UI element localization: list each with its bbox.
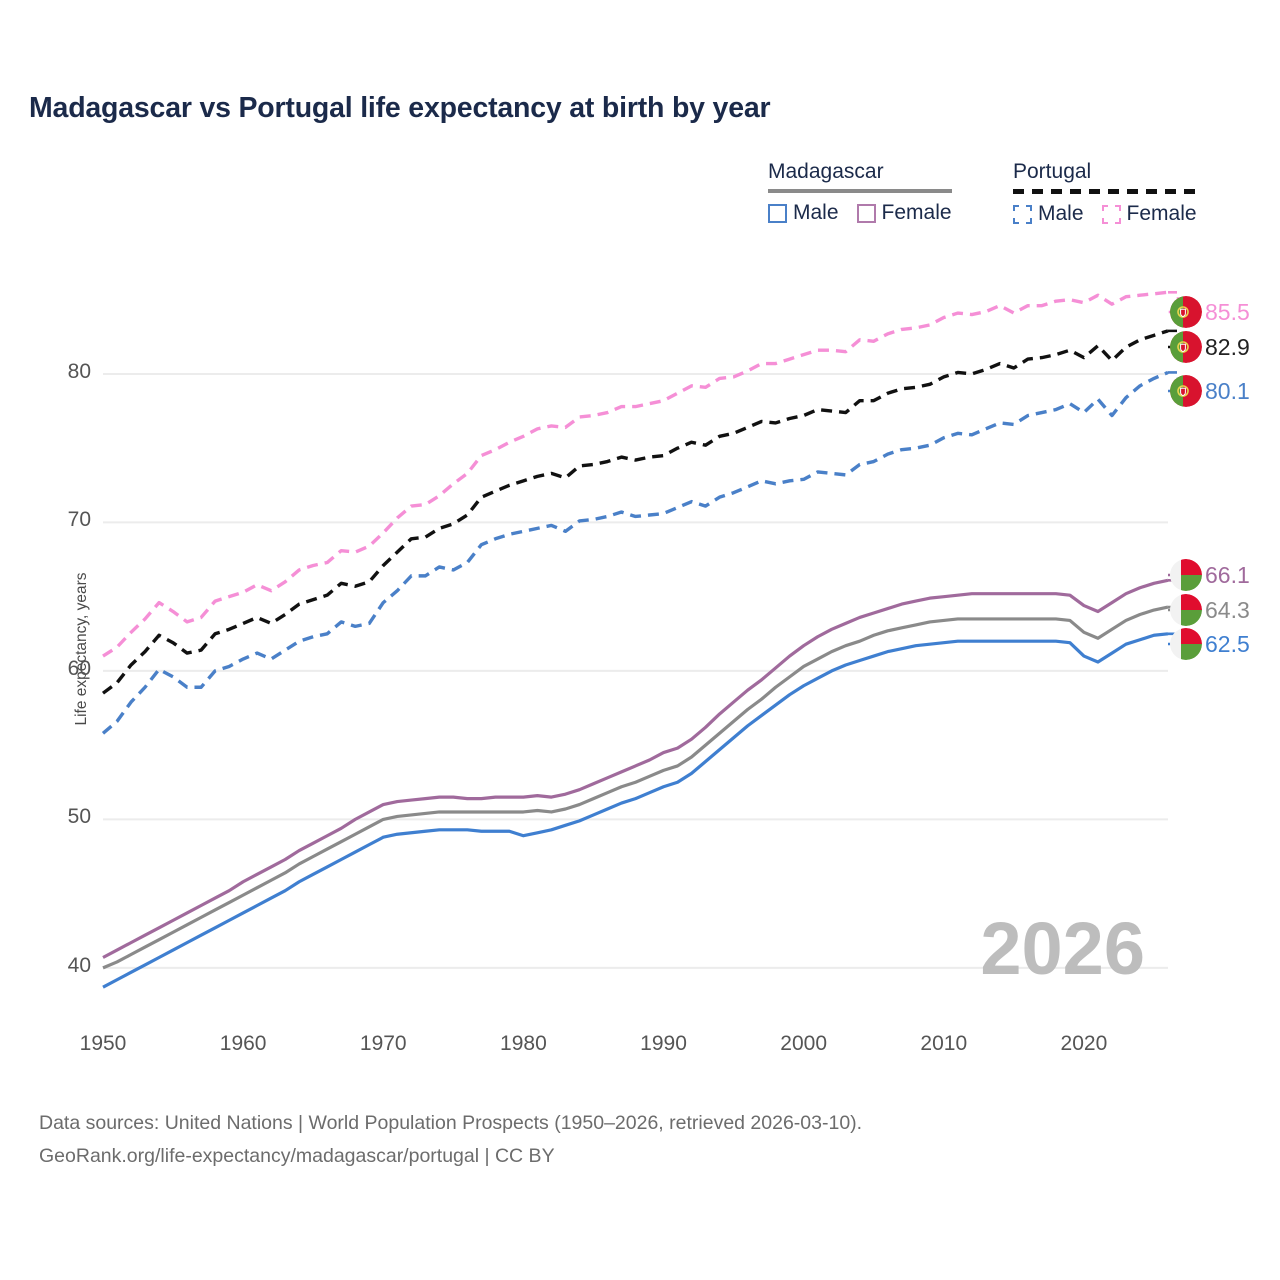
legend-item-madagascar-female[interactable]: Female xyxy=(856,201,952,225)
y-tick-label: 50 xyxy=(67,805,91,829)
x-tick-label: 2010 xyxy=(920,1032,968,1055)
legend-swatch-icon xyxy=(1101,204,1121,224)
portugal-flag-icon xyxy=(1170,296,1202,328)
series-end-value: 80.1 xyxy=(1205,378,1250,404)
series-end-value: 82.9 xyxy=(1205,334,1250,360)
series-line xyxy=(102,632,1169,989)
y-tick-label: 60 xyxy=(67,656,91,680)
y-axis-label: Life expectancy, years xyxy=(73,572,90,726)
x-tick-label: 1950 xyxy=(79,1032,127,1055)
y-tick-label: 80 xyxy=(67,359,91,383)
series-line xyxy=(102,605,1169,970)
legend-group-madagascar: Madagascar Male Female xyxy=(768,160,952,225)
legend-item-portugal-male[interactable]: Male xyxy=(1013,202,1084,226)
portugal-flag-icon xyxy=(1170,331,1202,363)
portugal-flag-icon xyxy=(1170,375,1202,407)
legend-label-female: Female xyxy=(881,201,952,224)
legend-country-portugal: Portugal xyxy=(1013,160,1092,183)
series-end-value: 85.5 xyxy=(1205,299,1250,325)
legend-label-female: Female xyxy=(1126,202,1197,225)
legend-swatch-icon xyxy=(1013,204,1032,224)
x-tick-label: 1960 xyxy=(219,1032,267,1055)
chart-legend: Madagascar Male Female Portugal xyxy=(760,160,1260,240)
madagascar-flag-icon xyxy=(1170,594,1202,626)
legend-swatch-icon xyxy=(856,203,876,223)
x-tick-label: 2000 xyxy=(780,1032,828,1055)
x-tick-label: 1970 xyxy=(359,1032,407,1055)
legend-item-portugal-female[interactable]: Female xyxy=(1101,202,1197,226)
chart-footer: Data sources: United Nations | World Pop… xyxy=(39,1107,862,1173)
legend-item-madagascar-male[interactable]: Male xyxy=(768,201,839,225)
footer-line-attribution[interactable]: GeoRank.org/life-expectancy/madagascar/p… xyxy=(39,1145,555,1167)
series-end-value: 64.3 xyxy=(1205,597,1250,623)
legend-country-madagascar: Madagascar xyxy=(768,160,884,183)
x-tick-label: 1980 xyxy=(500,1032,547,1055)
page-title: Madagascar vs Portugal life expectancy a… xyxy=(29,92,771,124)
x-tick-label: 2020 xyxy=(1060,1032,1108,1055)
series-end-value: 62.5 xyxy=(1205,631,1250,657)
madagascar-flag-icon xyxy=(1170,559,1202,591)
year-watermark: 2026 xyxy=(980,907,1145,990)
legend-group-portugal: Portugal Male Female xyxy=(1013,160,1197,226)
series-line xyxy=(102,578,1169,959)
legend-label-male: Male xyxy=(1038,202,1084,225)
legend-rule-madagascar xyxy=(768,189,952,193)
madagascar-flag-icon xyxy=(1170,628,1202,660)
legend-swatch-icon xyxy=(768,203,787,223)
series-line xyxy=(101,370,1169,735)
series-end-value: 66.1 xyxy=(1205,562,1250,588)
series-line xyxy=(101,329,1169,695)
legend-rule-portugal xyxy=(1013,189,1197,194)
x-tick-label: 1990 xyxy=(640,1032,687,1055)
footer-line-sources: Data sources: United Nations | World Pop… xyxy=(39,1112,863,1134)
legend-label-male: Male xyxy=(793,201,839,224)
y-tick-label: 70 xyxy=(67,508,91,532)
y-tick-label: 40 xyxy=(67,953,91,977)
series-line xyxy=(102,290,1169,658)
